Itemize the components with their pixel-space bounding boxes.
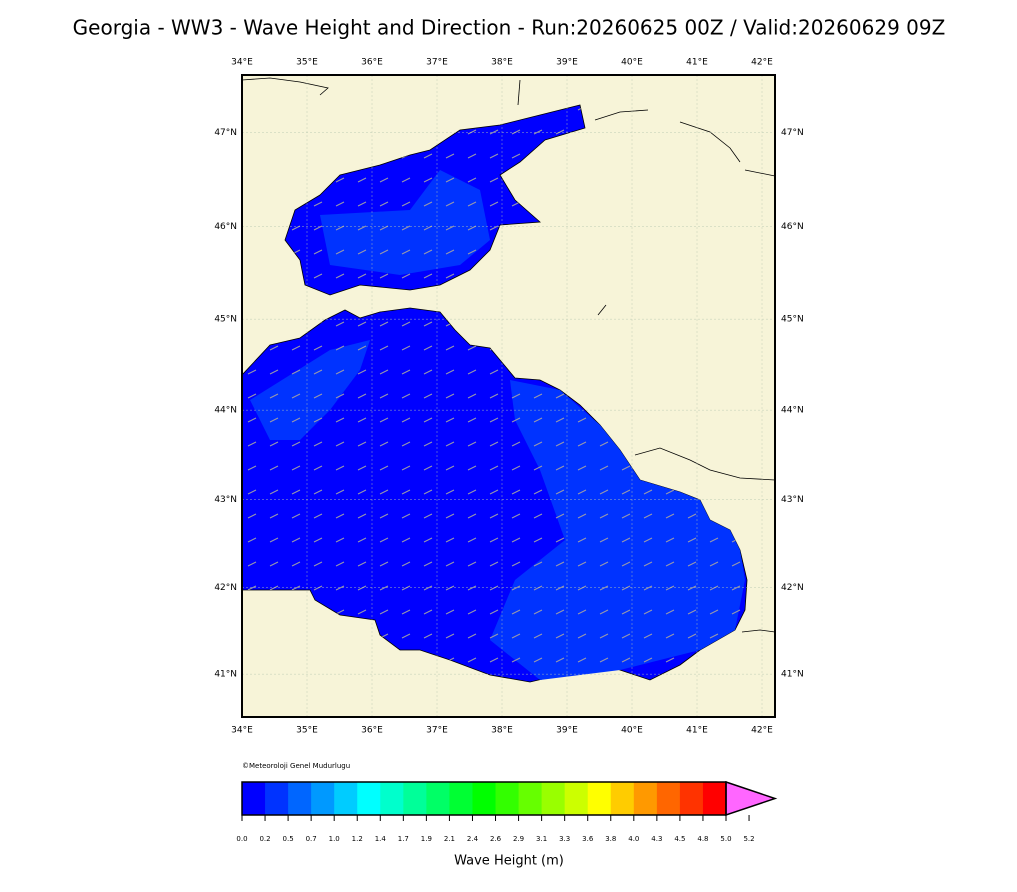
wave-direction <box>242 105 747 682</box>
colorbar-bin <box>265 782 289 815</box>
x-tick-label: 34°E <box>231 58 253 68</box>
colorbar-bin <box>357 782 381 815</box>
colorbar-bin <box>518 782 543 815</box>
colorbar-bin <box>633 782 658 815</box>
colorbar-tick-label: 3.6 <box>582 835 594 843</box>
y-tick-label: 42°N <box>781 583 804 593</box>
colorbar-tick-label: 1.4 <box>375 835 387 843</box>
colorbar-bin <box>702 782 727 815</box>
x-tick-label: 42°E <box>751 726 773 736</box>
x-tick-label: 41°E <box>686 58 708 68</box>
y-tick-label: 46°N <box>214 222 237 232</box>
y-tick-label: 43°N <box>781 495 804 505</box>
title: Georgia - WW3 - Wave Height and Directio… <box>73 16 946 40</box>
colorbar-bin <box>449 782 473 815</box>
colorbar-bin <box>610 782 635 815</box>
y-tick-label: 41°N <box>781 670 804 680</box>
colorbar-bin <box>426 782 450 815</box>
copyright: ©Meteoroloji Genel Mudurlugu <box>242 762 350 770</box>
colorbar-tick-label: 1.0 <box>329 835 340 843</box>
colorbar-tick-label: 2.4 <box>467 835 479 843</box>
colorbar-tick-label: 1.2 <box>352 835 363 843</box>
colorbar-bin <box>564 782 589 815</box>
x-tick-label: 41°E <box>686 726 708 736</box>
x-tick-label: 37°E <box>426 58 448 68</box>
colorbar-bin <box>541 782 566 815</box>
colorbar-extend <box>725 780 778 817</box>
colorbar-tick-label: 4.8 <box>697 835 708 843</box>
y-tick-label: 46°N <box>781 222 804 232</box>
y-tick-label: 44°N <box>781 406 804 416</box>
colorbar-tick-label: 3.8 <box>605 835 616 843</box>
y-tick-label: 47°N <box>214 128 237 138</box>
colorbar-tick-label: 0.7 <box>306 835 317 843</box>
y-tick-label: 42°N <box>214 583 237 593</box>
x-tick-label: 39°E <box>556 726 578 736</box>
y-tick-label: 44°N <box>214 406 237 416</box>
colorbar-bin <box>334 782 358 815</box>
x-tick-label: 38°E <box>491 726 513 736</box>
y-tick-label: 41°N <box>214 670 237 680</box>
colorbar-bin <box>472 782 497 815</box>
y-tick-label: 45°N <box>214 315 237 325</box>
x-tick-label: 38°E <box>491 58 513 68</box>
coastline <box>242 77 775 633</box>
x-tick-label: 37°E <box>426 726 448 736</box>
colorbar-bin <box>656 782 681 815</box>
colorbar-tick-label: 4.5 <box>674 835 685 843</box>
y-tick-label: 45°N <box>781 315 804 325</box>
colorbar-bin <box>288 782 312 815</box>
y-tick-label: 43°N <box>214 495 237 505</box>
map <box>242 75 775 717</box>
colorbar-bin <box>380 782 404 815</box>
colorbar-tick-label: 2.1 <box>444 835 455 843</box>
colorbar-tick-label: 3.1 <box>536 835 547 843</box>
colorbar-tick-label: 5.2 <box>743 835 754 843</box>
colorbar-tick-label: 2.9 <box>513 835 524 843</box>
x-tick-label: 39°E <box>556 58 578 68</box>
colorbar-tick-label: 4.3 <box>651 835 662 843</box>
colorbar-bin <box>495 782 520 815</box>
x-tick-label: 40°E <box>621 726 643 736</box>
colorbar-tick-label: 0.2 <box>259 835 270 843</box>
colorbar-bin <box>587 782 612 815</box>
colorbar-tick-label: 1.9 <box>421 835 432 843</box>
colorbar-tick-label: 0.0 <box>236 835 247 843</box>
colorbar-bin <box>242 782 266 815</box>
x-tick-label: 36°E <box>361 726 383 736</box>
x-tick-label: 42°E <box>751 58 773 68</box>
colorbar-bin <box>679 782 704 815</box>
colorbar-label: Wave Height (m) <box>454 854 564 869</box>
x-tick-label: 35°E <box>296 726 318 736</box>
y-tick-label: 47°N <box>781 128 804 138</box>
colorbar-tick-label: 1.7 <box>398 835 409 843</box>
colorbar-tick-label: 2.6 <box>490 835 502 843</box>
colorbar-tick-label: 0.5 <box>283 835 294 843</box>
colorbar-bin <box>311 782 335 815</box>
map-frame <box>241 74 776 718</box>
colorbar-tick-label: 5.0 <box>720 835 731 843</box>
x-tick-label: 35°E <box>296 58 318 68</box>
colorbar-frame <box>241 781 727 816</box>
grid <box>242 75 775 717</box>
x-tick-label: 40°E <box>621 58 643 68</box>
colorbar-tick-label: 4.0 <box>628 835 639 843</box>
x-tick-label: 34°E <box>231 726 253 736</box>
colorbar-bin <box>403 782 427 815</box>
colorbar-tick-label: 3.3 <box>559 835 570 843</box>
x-tick-label: 36°E <box>361 58 383 68</box>
